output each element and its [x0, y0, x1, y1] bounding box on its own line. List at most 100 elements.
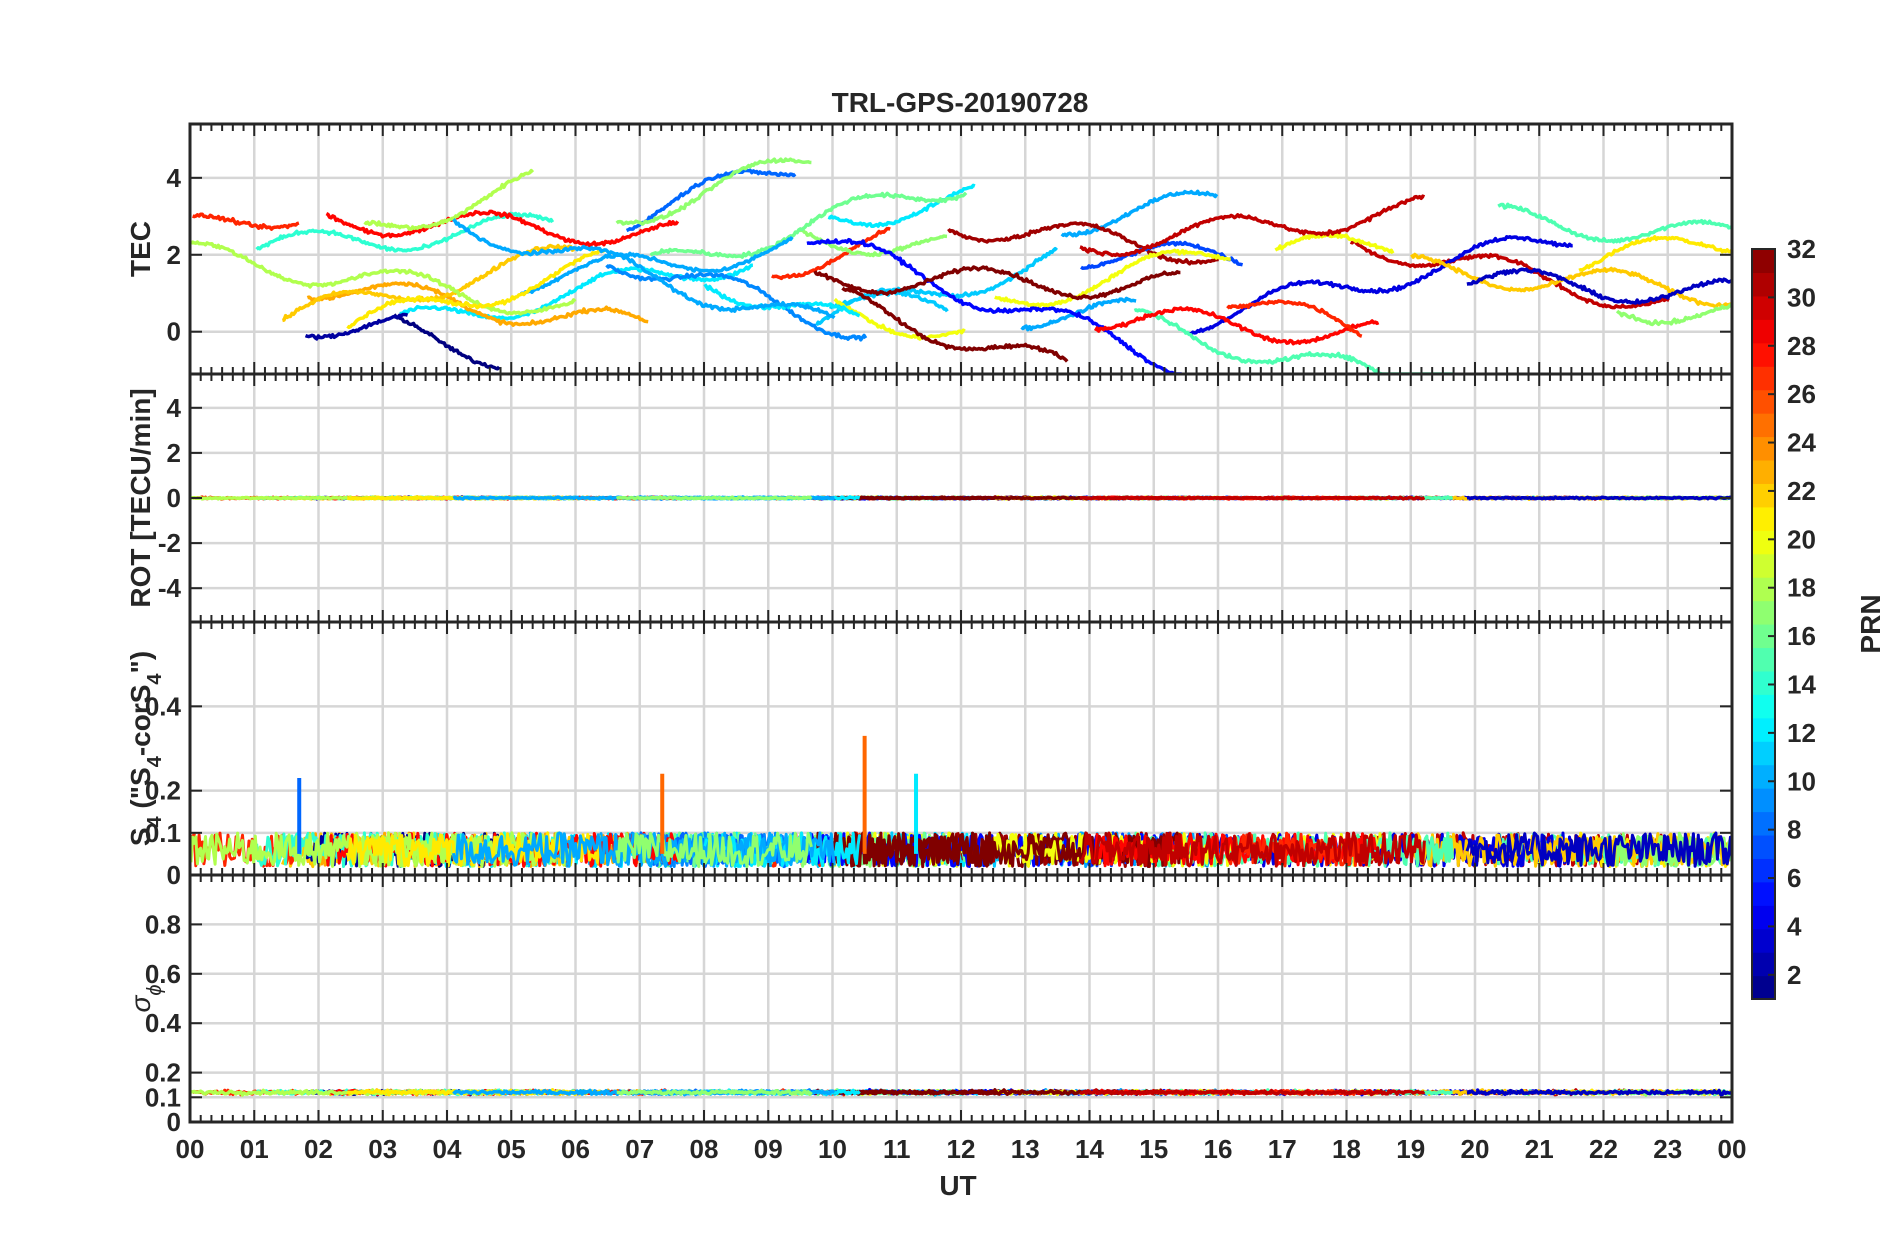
- colorbar-tick-label: 6: [1787, 863, 1801, 893]
- prn-trace: [325, 209, 680, 248]
- y-axis-label-part: "): [125, 651, 156, 674]
- x-tick-label: 12: [947, 1134, 976, 1164]
- y-axis-label: TEC: [125, 221, 156, 277]
- prn-trace: [1274, 232, 1395, 255]
- prn-trace: [615, 157, 812, 226]
- x-tick-label: 06: [561, 1134, 590, 1164]
- colorbar-swatch: [1752, 717, 1775, 742]
- colorbar-swatch: [1752, 506, 1775, 531]
- prn-trace: [520, 236, 794, 296]
- colorbar-tick-label: 18: [1787, 573, 1816, 603]
- prn-trace: [615, 495, 813, 501]
- colorbar-frame: [1751, 248, 1776, 1000]
- colorbar-swatch: [1752, 952, 1775, 977]
- colorbar-swatch: [1752, 975, 1775, 1000]
- y-axis-label: ROT [TECU/min]: [125, 388, 156, 607]
- colorbar-tick-label: 30: [1787, 282, 1816, 312]
- prn-trace: [813, 265, 1181, 301]
- x-tick-label: 15: [1139, 1134, 1168, 1164]
- colorbar-tick-label: 2: [1787, 960, 1801, 990]
- colorbar-tick-label: 16: [1787, 621, 1816, 651]
- x-tick-label: 10: [818, 1134, 847, 1164]
- x-tick-label: 21: [1525, 1134, 1554, 1164]
- prn-trace: [1349, 239, 1670, 310]
- traces: [189, 157, 1734, 376]
- colorbar-label: PRN: [1855, 594, 1886, 653]
- prn-trace: [1093, 306, 1380, 346]
- x-tick-label: 13: [1011, 1134, 1040, 1164]
- x-tick-label: 11: [883, 1134, 911, 1164]
- x-tick-label: 16: [1204, 1134, 1233, 1164]
- y-tick-label: 0.2: [145, 776, 181, 806]
- panel-3: 00.10.20.4S4 ("S4-corS4"): [125, 620, 1734, 890]
- colorbar-swatch: [1752, 600, 1775, 625]
- y-tick-label: 0: [167, 317, 181, 347]
- colorbar-swatch: [1752, 741, 1775, 766]
- colorbar-swatch: [1752, 342, 1775, 367]
- y-tick-label: 0.1: [145, 818, 181, 848]
- y-tick-label: 2: [167, 240, 181, 270]
- chart-title: TRL-GPS-20190728: [832, 87, 1089, 118]
- colorbar-tick-label: 10: [1787, 766, 1816, 796]
- x-tick-label: 02: [304, 1134, 333, 1164]
- prn-trace: [1078, 831, 1426, 868]
- x-tick-label: 09: [754, 1134, 783, 1164]
- x-tick-label: 17: [1268, 1134, 1297, 1164]
- prn-trace: [994, 248, 1231, 308]
- y-axis-label: S4 ("S4-corS4"): [125, 651, 166, 846]
- prn-trace: [1466, 267, 1733, 305]
- x-tick-label: 20: [1461, 1134, 1490, 1164]
- y-tick-label: -2: [158, 528, 181, 558]
- prn-trace: [841, 286, 1069, 363]
- colorbar-tick-label: 8: [1787, 815, 1801, 845]
- prn-trace: [605, 263, 868, 342]
- prn-trace: [625, 168, 797, 233]
- prn-trace: [1079, 1088, 1426, 1097]
- colorbar-swatch: [1752, 530, 1775, 555]
- x-tick-label: 18: [1332, 1134, 1361, 1164]
- y-tick-label: 0: [167, 1107, 181, 1137]
- y-axis-label-part: 4: [144, 673, 166, 685]
- colorbar-tick-label: 20: [1787, 524, 1816, 554]
- colorbar-tick-label: 12: [1787, 718, 1816, 748]
- x-tick-label: 01: [240, 1134, 269, 1164]
- x-tick-label: 04: [433, 1134, 462, 1164]
- prn-trace: [616, 1088, 813, 1097]
- prn-trace: [306, 281, 649, 327]
- x-tick-label: 07: [625, 1134, 654, 1164]
- colorbar-swatch: [1752, 811, 1775, 836]
- y-axis-label-part: ("S: [125, 767, 156, 816]
- colorbar-swatch: [1752, 459, 1775, 484]
- colorbar-tick-label: 14: [1787, 669, 1816, 699]
- colorbar-swatch: [1752, 788, 1775, 813]
- prn-trace: [392, 313, 501, 371]
- prn-trace: [1079, 194, 1426, 258]
- prn-trace: [255, 211, 555, 253]
- prn-trace: [399, 263, 754, 321]
- prn-trace: [1060, 189, 1219, 238]
- prn-trace: [1466, 495, 1733, 501]
- prn-trace: [649, 191, 968, 259]
- colorbar-swatch: [1752, 834, 1775, 859]
- x-tick-label: 00: [1718, 1134, 1747, 1164]
- y-tick-label: 4: [167, 393, 182, 423]
- panel-1: 0 2 4 TEC: [125, 122, 1734, 376]
- colorbar-swatch: [1752, 694, 1775, 719]
- prn-trace: [304, 312, 409, 341]
- colorbar-swatch: [1752, 905, 1775, 930]
- x-tick-label: 14: [1075, 1134, 1104, 1164]
- prn-trace: [346, 248, 607, 330]
- colorbar-tick-label: 22: [1787, 476, 1816, 506]
- colorbar-swatch: [1752, 483, 1775, 508]
- panel-2: -4 -2 0 2 4 ROT [TECU/min]: [125, 372, 1734, 624]
- prn-trace: [1080, 240, 1244, 270]
- prn-trace: [452, 218, 836, 320]
- y-tick-label: -4: [158, 573, 182, 603]
- prn-trace: [771, 226, 891, 281]
- colorbar-swatch: [1752, 272, 1775, 297]
- colorbar-swatch: [1752, 624, 1775, 649]
- prn-trace: [1497, 202, 1733, 244]
- y-tick-label: 0.6: [145, 959, 181, 989]
